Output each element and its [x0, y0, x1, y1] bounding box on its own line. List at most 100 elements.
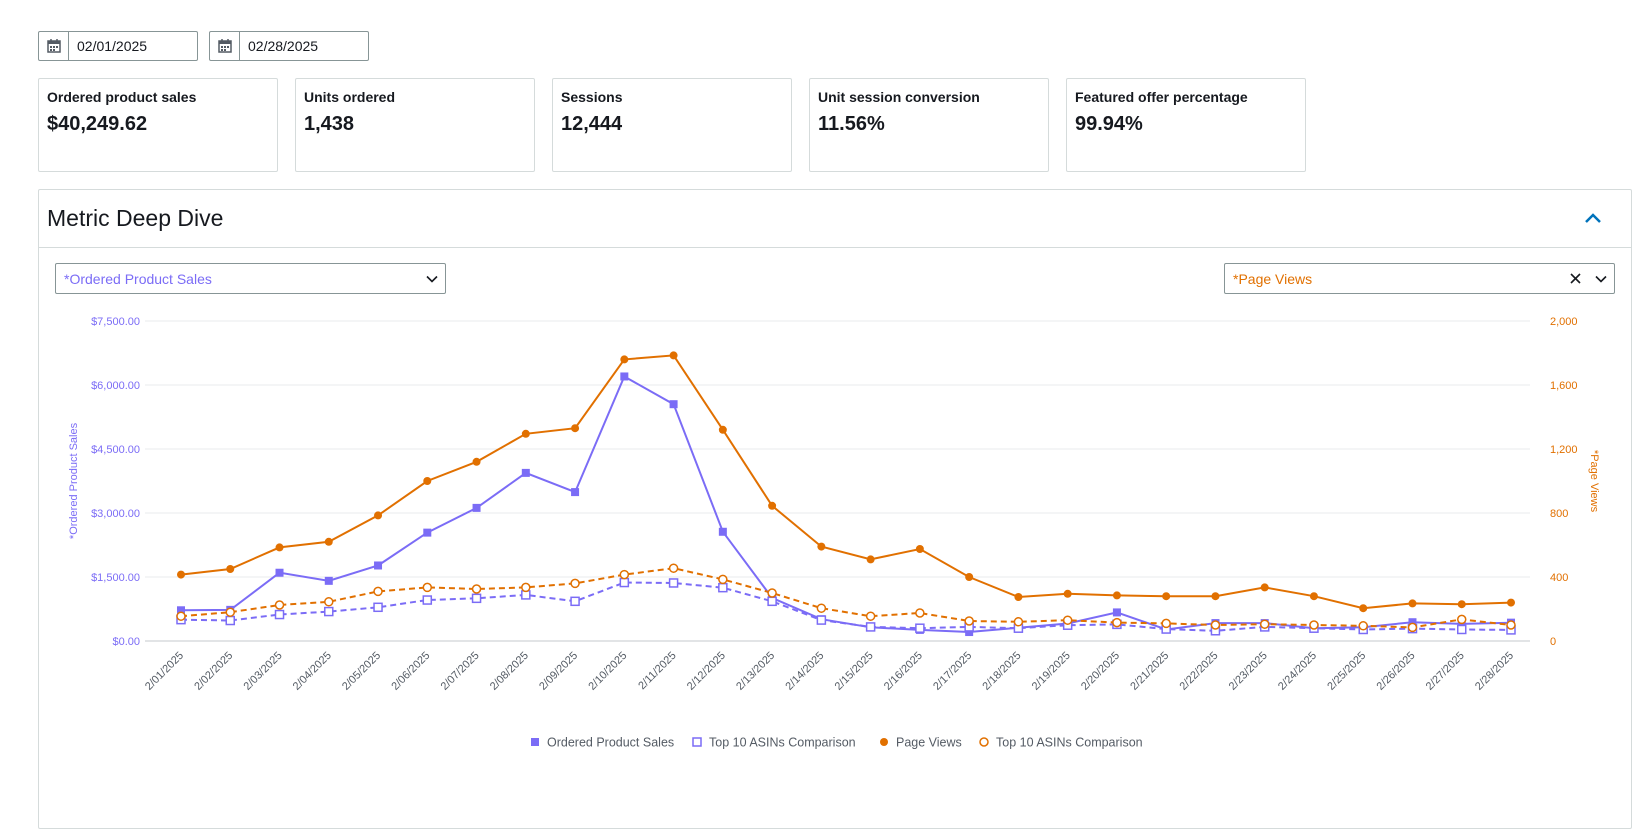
data-point[interactable] [423, 528, 432, 537]
data-point[interactable] [620, 372, 629, 381]
clear-icon[interactable] [1562, 264, 1588, 293]
data-point[interactable] [768, 501, 777, 510]
data-point[interactable] [1259, 619, 1270, 629]
data-point[interactable] [1210, 620, 1221, 630]
data-point[interactable] [817, 542, 826, 551]
data-point[interactable] [668, 578, 679, 588]
data-point[interactable] [718, 574, 728, 585]
data-point[interactable] [965, 573, 974, 581]
start-date-field[interactable]: 02/01/2025 [38, 31, 198, 61]
data-point[interactable] [1456, 614, 1467, 625]
data-point[interactable] [669, 351, 678, 360]
data-point[interactable] [571, 488, 580, 497]
data-point[interactable] [422, 595, 433, 605]
data-point[interactable] [275, 543, 284, 552]
data-point[interactable] [373, 602, 383, 613]
data-point[interactable] [422, 582, 433, 593]
data-point[interactable] [1013, 617, 1024, 627]
data-point[interactable] [718, 582, 728, 593]
legend-item-label[interactable]: Top 10 ASINs Comparison [709, 736, 856, 750]
y-right-tick-label: 1,200 [1550, 444, 1578, 456]
data-point[interactable] [225, 607, 236, 617]
data-point[interactable] [1260, 583, 1269, 592]
data-point[interactable] [1309, 592, 1318, 601]
legend-item-label[interactable]: Page Views [896, 736, 962, 750]
left-metric-select[interactable]: *Ordered Product Sales [55, 263, 446, 294]
data-point[interactable] [521, 468, 530, 477]
data-point[interactable] [176, 611, 186, 621]
legend-item-label[interactable]: Top 10 ASINs Comparison [996, 736, 1143, 750]
data-point[interactable] [964, 616, 974, 626]
data-point[interactable] [718, 527, 727, 536]
data-point[interactable] [767, 596, 777, 607]
data-point[interactable] [274, 609, 285, 620]
data-point[interactable] [1507, 598, 1515, 607]
data-point[interactable] [324, 597, 334, 607]
data-point[interactable] [915, 608, 925, 618]
data-point[interactable] [226, 565, 235, 573]
data-point[interactable] [374, 511, 383, 520]
data-point[interactable] [177, 606, 185, 615]
data-point[interactable] [915, 623, 925, 633]
data-point[interactable] [669, 400, 678, 409]
data-point[interactable] [324, 576, 333, 585]
end-date-field[interactable]: 02/28/2025 [209, 31, 369, 61]
data-point[interactable] [1161, 618, 1171, 629]
data-point[interactable] [324, 606, 334, 617]
data-point[interactable] [177, 570, 185, 579]
data-point[interactable] [1112, 608, 1121, 617]
metric-card-featured-offer-percentage: Featured offer percentage 99.94% [1066, 78, 1306, 172]
data-point[interactable] [324, 537, 333, 546]
legend-item-label[interactable]: Ordered Product Sales [547, 736, 674, 750]
data-point[interactable] [1456, 624, 1467, 635]
data-point[interactable] [1112, 617, 1122, 628]
data-point[interactable] [668, 563, 679, 573]
data-point[interactable] [965, 628, 974, 637]
data-point[interactable] [865, 622, 876, 632]
data-point[interactable] [1408, 599, 1417, 608]
data-point[interactable] [816, 615, 827, 625]
data-point[interactable] [571, 424, 580, 433]
data-point[interactable] [1063, 589, 1072, 598]
data-point[interactable] [374, 561, 383, 570]
data-point[interactable] [521, 582, 531, 593]
data-point[interactable] [1112, 591, 1121, 600]
data-point[interactable] [767, 588, 777, 598]
data-point[interactable] [718, 425, 727, 434]
data-point[interactable] [816, 603, 827, 613]
data-point[interactable] [1506, 620, 1516, 630]
collapse-button[interactable] [1581, 206, 1605, 230]
data-point[interactable] [1407, 622, 1418, 633]
data-point[interactable] [915, 545, 924, 553]
data-point[interactable] [521, 429, 530, 438]
data-point[interactable] [866, 555, 875, 564]
data-point[interactable] [1062, 615, 1073, 625]
calendar-icon[interactable] [39, 32, 69, 60]
data-point[interactable] [1457, 600, 1466, 609]
data-point[interactable] [1211, 592, 1220, 601]
data-point[interactable] [274, 600, 285, 610]
data-point[interactable] [1162, 592, 1171, 601]
data-point[interactable] [865, 611, 876, 621]
data-point[interactable] [1014, 593, 1023, 601]
data-point[interactable] [373, 586, 383, 597]
data-point[interactable] [1358, 621, 1368, 631]
data-point[interactable] [471, 584, 482, 594]
data-point[interactable] [619, 577, 630, 588]
data-point[interactable] [225, 615, 236, 626]
data-point[interactable] [570, 578, 580, 589]
data-point[interactable] [472, 457, 481, 466]
data-point[interactable] [570, 596, 580, 607]
data-point[interactable] [1309, 620, 1319, 630]
right-metric-select[interactable]: *Page Views [1224, 263, 1615, 294]
data-point[interactable] [472, 503, 481, 512]
data-point[interactable] [1408, 618, 1417, 627]
data-point[interactable] [423, 477, 432, 485]
data-point[interactable] [471, 593, 482, 604]
data-point[interactable] [619, 569, 630, 580]
calendar-icon[interactable] [210, 32, 240, 60]
data-point[interactable] [275, 568, 284, 577]
data-point[interactable] [1359, 604, 1368, 613]
x-tick-label: 2/21/2025 [1128, 650, 1171, 693]
data-point[interactable] [620, 355, 629, 364]
